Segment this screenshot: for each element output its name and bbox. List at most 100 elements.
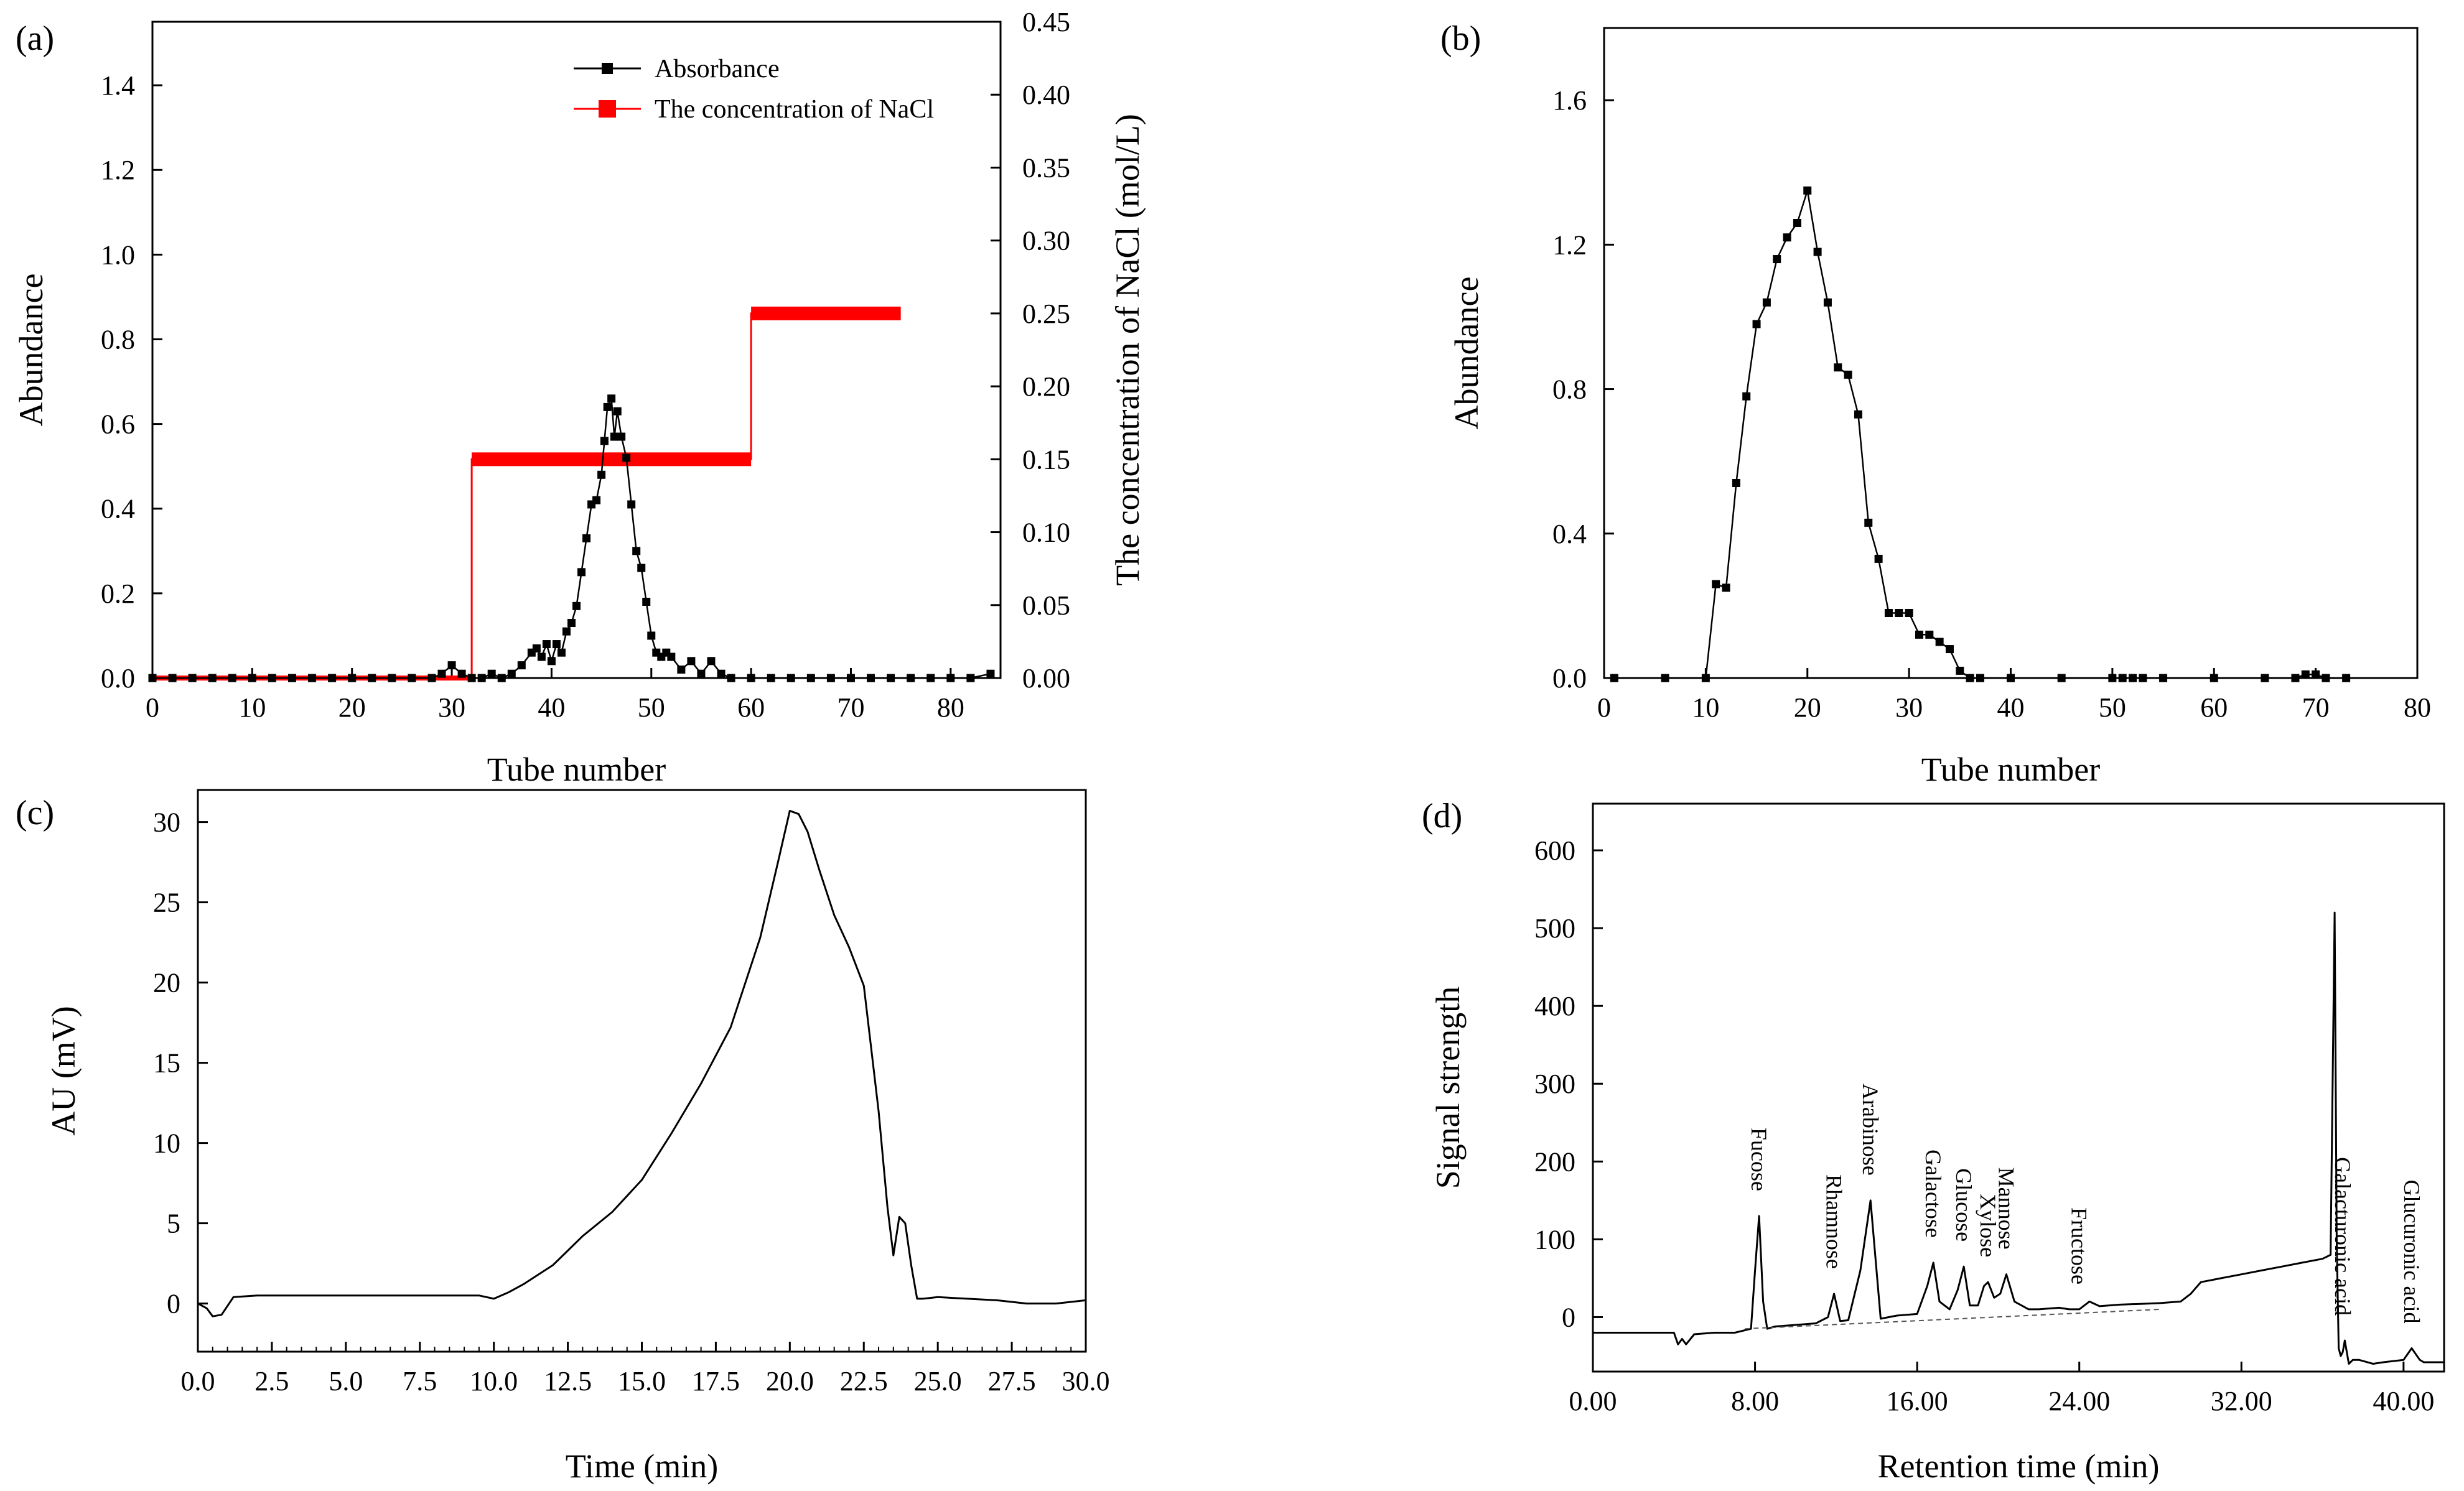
abundance-marker — [1864, 518, 1873, 527]
x-tick-label: 30 — [438, 692, 465, 723]
abundance-marker — [1956, 666, 1964, 675]
absorbance-marker — [622, 453, 631, 462]
abundance-marker — [2261, 674, 2269, 682]
absorbance-marker — [603, 402, 612, 411]
y-tick-label: 0 — [1562, 1302, 1575, 1332]
absorbance-marker — [408, 674, 416, 682]
absorbance-marker — [986, 669, 995, 678]
legend-nacl-label: The concentration of NaCl — [655, 95, 934, 124]
x-tick-label: 7.5 — [403, 1366, 437, 1396]
absorbance-marker — [497, 674, 506, 682]
abundance-marker — [1752, 320, 1761, 328]
abundance-marker — [1661, 674, 1669, 682]
absorbance-marker — [577, 568, 586, 577]
absorbance-marker — [907, 674, 915, 682]
absorbance-marker — [697, 669, 706, 678]
y-tick-label: 200 — [1534, 1146, 1575, 1177]
x-tick-label: 20.0 — [766, 1366, 814, 1396]
y-tick-label: 25 — [153, 888, 180, 918]
nacl-step-line — [152, 312, 901, 679]
abundance-marker — [1742, 392, 1751, 401]
absorbance-marker — [610, 432, 618, 441]
abundance-marker — [1874, 554, 1883, 563]
x-tick-label: 5.0 — [329, 1366, 363, 1396]
absorbance-marker — [542, 640, 551, 649]
y-tick-label: 15 — [153, 1048, 180, 1079]
absorbance-marker — [388, 674, 396, 682]
abundance-marker — [1966, 674, 1974, 682]
y-tick-label: 100 — [1534, 1224, 1575, 1255]
y-tick-label: 500 — [1534, 913, 1575, 944]
y-tick-label: 1.6 — [1552, 85, 1587, 116]
abundance-marker — [2342, 674, 2351, 682]
legend-a: Absorbance The concentration of NaCl — [574, 55, 934, 124]
chart-d: (d) 0.00 8.00 16.00 24.00 32.00 40.00 0 100 200 30… — [1422, 797, 2445, 1485]
x-tick-label: 25.0 — [914, 1366, 962, 1396]
absorbance-marker — [642, 597, 651, 606]
y-tick-label: 300 — [1534, 1069, 1575, 1099]
absorbance-marker — [607, 394, 616, 403]
absorbance-marker — [707, 657, 716, 666]
absorbance-marker — [148, 674, 157, 682]
abundance-marker — [1712, 580, 1720, 588]
y-axis-label-c: AU (mV) — [45, 1006, 82, 1135]
plot-frame-d — [1592, 802, 2445, 1373]
absorbance-marker — [487, 669, 496, 678]
absorbance-marker — [248, 674, 256, 682]
absorbance-marker — [308, 674, 317, 682]
absorbance-marker — [547, 657, 556, 666]
x-tick-label: 24.00 — [2048, 1386, 2110, 1416]
absorbance-line — [152, 397, 991, 679]
absorbance-marker — [507, 669, 516, 678]
abundance-marker — [2159, 674, 2168, 682]
abundance-marker — [1834, 363, 1842, 372]
absorbance-marker — [747, 674, 755, 682]
abundance-marker — [2057, 674, 2066, 682]
absorbance-marker — [572, 602, 581, 610]
abundance-marker — [2301, 670, 2310, 679]
y-tick-label: 0.4 — [1552, 519, 1587, 549]
au-trace-line — [197, 810, 1086, 1317]
abundance-marker — [1610, 674, 1618, 682]
x-tick-label: 40 — [1997, 692, 2025, 723]
absorbance-marker — [617, 432, 626, 441]
x-tick-label: 30 — [1895, 692, 1923, 723]
x-tick-label: 32.00 — [2211, 1386, 2272, 1416]
y2-tick-label: 0.20 — [1022, 371, 1070, 402]
absorbance-marker — [427, 674, 436, 682]
nacl-plateau — [751, 306, 901, 320]
legend-nacl-marker — [599, 100, 616, 118]
abundance-line — [1614, 190, 2346, 679]
absorbance-marker — [717, 669, 726, 678]
y-tick-label: 1.2 — [101, 155, 135, 185]
absorbance-marker — [567, 619, 576, 628]
abundance-marker — [1854, 410, 1862, 419]
y2-tick-label: 0.00 — [1022, 663, 1070, 694]
absorbance-marker — [168, 674, 177, 682]
x-tick-label: 22.5 — [840, 1366, 888, 1396]
peak-label: Fucose — [1747, 1128, 1771, 1191]
abundance-marker — [1844, 370, 1852, 379]
absorbance-marker — [867, 674, 875, 682]
absorbance-marker — [887, 674, 895, 682]
absorbance-marker — [592, 496, 601, 504]
abundance-marker — [1773, 255, 1781, 264]
y2-tick-label: 0.40 — [1022, 80, 1070, 110]
absorbance-marker — [613, 407, 622, 416]
abundance-marker — [1813, 248, 1822, 256]
absorbance-marker — [188, 674, 197, 682]
abundance-marker — [1701, 674, 1710, 682]
absorbance-marker — [517, 661, 526, 670]
peak-label: Arabinose — [1858, 1084, 1883, 1176]
abundance-marker — [2210, 674, 2218, 682]
x-tick-label: 80 — [937, 692, 964, 723]
x-tick-label: 10 — [238, 692, 266, 723]
chart-a: (a) 0 10 20 30 40 50 60 70 80 0.0 0.2 0.4 0.6 0.8 1.0 1.… — [12, 7, 1146, 788]
peak-label: Xylose — [1976, 1194, 2000, 1257]
y2-tick-label: 0.25 — [1022, 299, 1070, 329]
absorbance-marker — [946, 674, 955, 682]
y-tick-label: 20 — [153, 968, 180, 998]
x-tick-label: 20 — [338, 692, 366, 723]
abundance-marker — [1895, 609, 1903, 617]
